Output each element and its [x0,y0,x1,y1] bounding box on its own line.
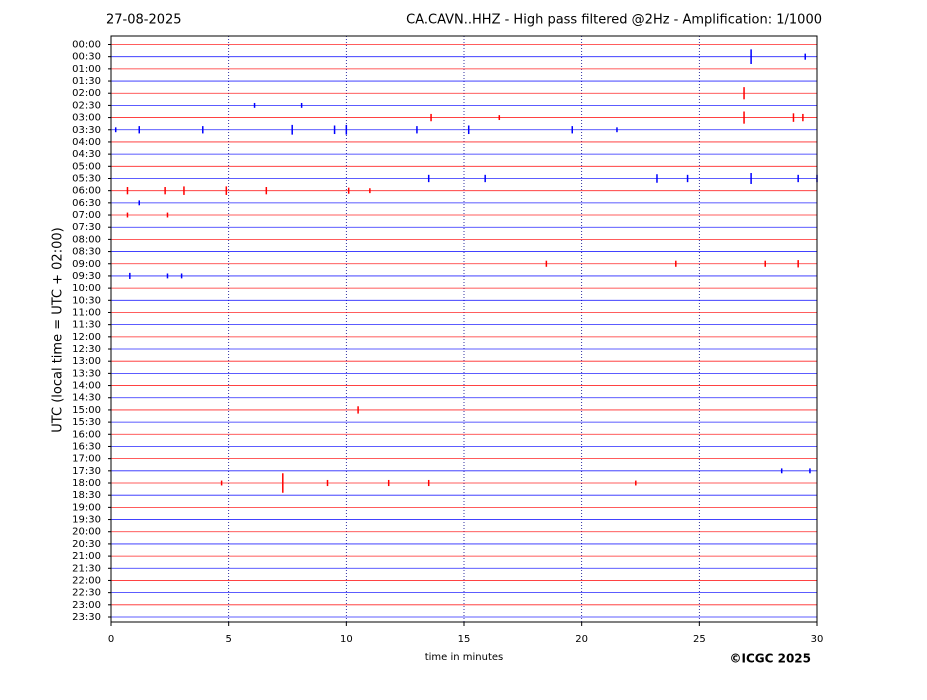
y-tick-label: 09:30 [72,271,101,282]
x-tick-label: 15 [458,634,471,645]
y-tick-label: 07:30 [72,222,101,233]
x-tick-label: 25 [693,634,706,645]
y-tick-label: 14:30 [72,393,101,404]
y-tick-label: 17:30 [72,466,101,477]
y-tick-label: 16:00 [72,429,101,440]
y-tick-label: 00:00 [72,40,101,51]
y-tick-label: 12:00 [72,332,101,343]
y-tick-label: 01:30 [72,76,101,87]
x-tick-label: 0 [108,634,114,645]
y-tick-label: 11:30 [72,320,101,331]
y-tick-label: 18:30 [72,490,101,501]
y-tick-label: 18:00 [72,478,101,489]
y-tick-label: 22:30 [72,588,101,599]
y-tick-label: 02:00 [72,88,101,99]
y-tick-label: 23:00 [72,600,101,611]
y-tick-label: 13:00 [72,356,101,367]
y-tick-label: 08:00 [72,234,101,245]
x-tick-label: 20 [575,634,588,645]
x-tick-label: 10 [340,634,353,645]
y-tick-label: 19:30 [72,515,101,526]
y-tick-label: 03:00 [72,113,101,124]
x-axis-label: time in minutes [425,652,504,663]
y-tick-label: 15:00 [72,405,101,416]
chart-title: CA.CAVN..HHZ - High pass filtered @2Hz -… [406,13,822,28]
y-tick-label: 00:30 [72,52,101,63]
y-tick-label: 02:30 [72,100,101,111]
y-tick-label: 04:00 [72,137,101,148]
y-tick-label: 21:30 [72,563,101,574]
y-tick-label: 11:00 [72,307,101,318]
y-tick-label: 06:30 [72,198,101,209]
x-tick-label: 5 [225,634,231,645]
y-tick-label: 20:30 [72,539,101,550]
y-tick-label: 22:00 [72,575,101,586]
y-tick-label: 14:00 [72,381,101,392]
y-tick-label: 07:00 [72,210,101,221]
y-tick-label: 13:30 [72,368,101,379]
y-tick-label: 21:00 [72,551,101,562]
credit: ©ICGC 2025 [729,652,811,666]
y-tick-label: 03:30 [72,125,101,136]
y-tick-label: 01:00 [72,64,101,75]
y-axis-label: UTC (local time = UTC + 02:00) [51,227,66,432]
x-tick-label: 30 [811,634,824,645]
date: 27-08-2025 [106,13,182,28]
y-tick-label: 20:00 [72,527,101,538]
y-tick-label: 06:00 [72,186,101,197]
y-tick-label: 08:30 [72,247,101,258]
y-tick-label: 23:30 [72,612,101,623]
y-tick-label: 12:30 [72,344,101,355]
y-tick-label: 16:30 [72,441,101,452]
plot-frame [110,35,818,623]
y-tick-label: 09:00 [72,259,101,270]
y-tick-label: 17:00 [72,454,101,465]
y-tick-label: 10:00 [72,283,101,294]
y-tick-label: 05:00 [72,161,101,172]
y-tick-label: 04:30 [72,149,101,160]
y-tick-label: 05:30 [72,173,101,184]
y-tick-label: 10:30 [72,295,101,306]
y-tick-label: 15:30 [72,417,101,428]
y-tick-label: 19:00 [72,502,101,513]
